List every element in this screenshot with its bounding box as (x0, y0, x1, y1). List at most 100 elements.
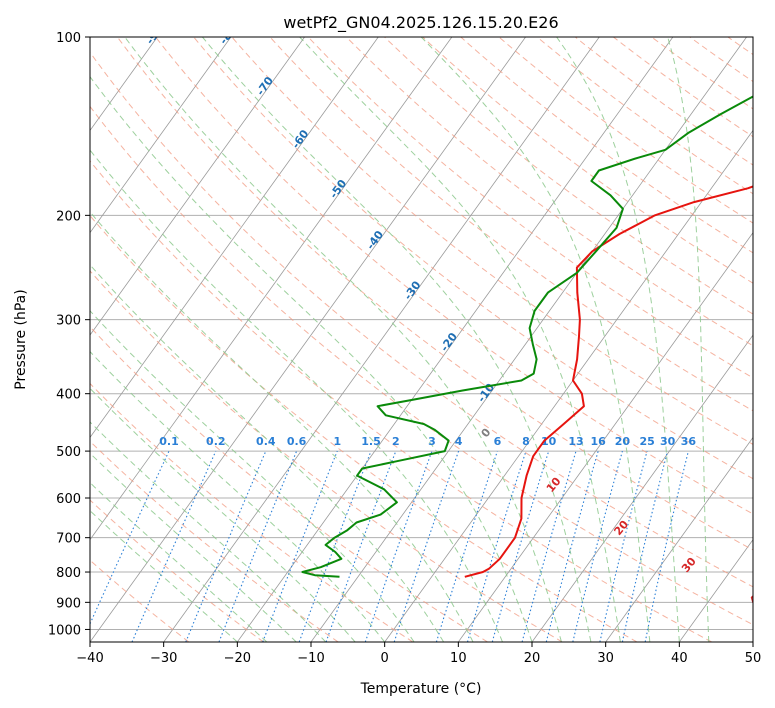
mixing-ratio-line (131, 450, 217, 642)
moist-adiabat (90, 510, 238, 642)
mixing-ratio-label: 25 (639, 435, 654, 448)
y-tick-label: 800 (56, 566, 81, 581)
mixing-ratio-line (364, 450, 433, 642)
x-axis-title: Temperature (°C) (360, 681, 482, 697)
mixing-ratio-line (185, 450, 267, 642)
y-tick-label: 300 (56, 314, 81, 329)
mixing-ratio-label: 0.1 (159, 435, 179, 448)
x-tick-label: −30 (150, 651, 177, 666)
isotherm-line (90, 37, 232, 234)
dry-adiabat (90, 105, 753, 626)
x-tick-label: 0 (381, 651, 389, 666)
isotherm-line (90, 37, 305, 336)
mixing-ratio-label: 10 (541, 435, 557, 448)
mixing-ratio-label: 30 (660, 435, 676, 448)
dry-adiabat (90, 382, 414, 642)
dry-adiabat (307, 37, 753, 379)
x-tick-label: 30 (597, 651, 614, 666)
isotherm-line (605, 436, 753, 642)
y-tick-label: 700 (56, 532, 81, 547)
dry-adiabat (155, 37, 753, 515)
mixing-ratio-line (325, 450, 397, 642)
y-tick-label: 500 (56, 445, 81, 460)
plot-area: 0.10.20.40.611.52346810131620253036-100-… (90, 23, 767, 642)
mixing-ratio-label: 16 (591, 435, 607, 448)
dewpoint-profile-line (301, 95, 753, 578)
mixing-ratio-line (298, 450, 372, 642)
dry-adiabat (90, 499, 264, 642)
x-tick-label: 50 (745, 651, 762, 666)
moist-adiabat (90, 452, 297, 642)
dry-adiabat (574, 37, 753, 166)
moist-adiabat (420, 37, 651, 642)
dry-adiabat (193, 37, 753, 480)
mixing-ratio-label: 0.2 (206, 435, 226, 448)
dry-adiabat (90, 160, 712, 642)
moist-adiabat (202, 37, 592, 642)
dry-adiabat (536, 37, 753, 195)
x-tick-label: 40 (671, 651, 688, 666)
isotherm-line (163, 37, 600, 642)
mixing-ratio-line (599, 450, 648, 642)
mixing-ratio-label: 13 (568, 435, 583, 448)
moist-adiabat (556, 37, 680, 642)
x-tick-label: −20 (224, 651, 251, 666)
moist-adiabat (90, 75, 533, 642)
moist-adiabat (124, 37, 562, 642)
y-tick-label: 200 (56, 209, 81, 224)
y-tick-label: 1000 (48, 623, 81, 638)
moist-adiabat (299, 37, 621, 642)
mixing-ratio-line (621, 450, 669, 642)
x-tick-label: 10 (450, 651, 467, 666)
dry-adiabat (345, 37, 753, 347)
moist-adiabat (90, 481, 268, 642)
mixing-ratio-label: 1 (333, 435, 341, 448)
dry-adiabat (116, 37, 753, 551)
mixing-ratio-label: 0.4 (256, 435, 276, 448)
moist-adiabat (90, 211, 474, 642)
mixing-ratio-line (466, 450, 527, 642)
mixing-ratio-label: 4 (455, 435, 463, 448)
chart-title: wetPf2_GN04.2025.126.15.20.E26 (283, 13, 558, 33)
mixing-ratio-label: 3 (428, 435, 436, 448)
dry-adiabat (498, 37, 753, 224)
isotherm-line (90, 37, 526, 642)
isotherm-line (678, 538, 753, 642)
mixing-ratio-line (491, 450, 550, 642)
isotherm-label: -90 (143, 23, 165, 47)
dry-adiabat (90, 326, 488, 642)
dry-adiabat (90, 214, 638, 642)
moist-adiabat (90, 387, 356, 642)
isotherm-line (457, 232, 753, 642)
mixing-ratio-label: 8 (522, 435, 530, 448)
mixing-ratio-label: 6 (494, 435, 502, 448)
x-tick-label: 20 (524, 651, 541, 666)
mixing-ratio-line (572, 450, 623, 642)
moist-adiabat (90, 310, 415, 642)
mixing-ratio-label: 20 (615, 435, 631, 448)
mixing-ratio-line (545, 450, 599, 642)
plot-frame (89, 36, 754, 643)
mixing-ratio-line (262, 450, 338, 642)
mixing-ratio-label: 2 (392, 435, 400, 448)
mixing-ratio-line (218, 450, 298, 642)
moist-adiabat (90, 149, 503, 642)
moist-adiabat-label: 40 (747, 587, 767, 607)
moist-adiabat (667, 37, 710, 642)
mixing-ratio-line (435, 450, 498, 642)
y-axis-title: Pressure (hPa) (13, 289, 29, 389)
y-tick-label: 600 (56, 492, 81, 507)
y-tick-label: 400 (56, 388, 81, 403)
y-tick-label: 900 (56, 596, 81, 611)
mixing-ratio-label: 0.6 (287, 435, 307, 448)
temperature-profile-line (464, 185, 753, 578)
isotherm-line (531, 334, 753, 642)
mixing-ratio-label: 1.5 (361, 435, 381, 448)
moist-adiabat (90, 350, 386, 642)
isotherm-label: -80 (217, 23, 239, 47)
isotherm-line (384, 129, 753, 642)
dry-adiabat (269, 37, 753, 412)
y-tick-label: 100 (56, 31, 81, 46)
mixing-ratio-line (644, 450, 689, 642)
